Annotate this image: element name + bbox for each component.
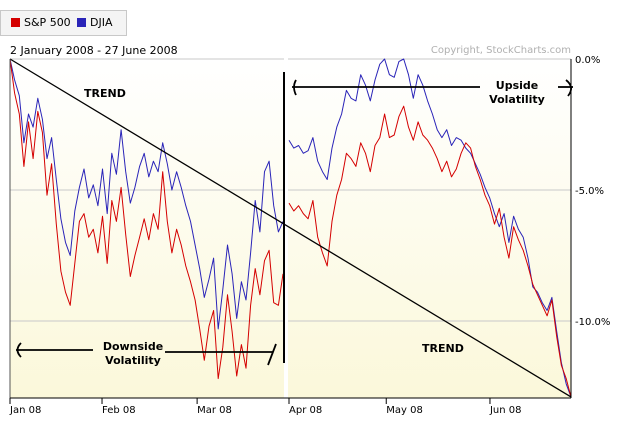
date-range-label: 2 January 2008 - 27 June 2008	[10, 44, 178, 57]
downside-bracket-left	[16, 342, 22, 358]
series-layer	[9, 58, 572, 398]
axis-layer: 0.0% -5.0% -10.0% Jan 08 Feb 08 Mar 08 Apr 08 M…	[9, 55, 610, 416]
downside-label-line2: Volatility	[105, 354, 161, 367]
x-tick-label: May 08	[386, 405, 423, 416]
downside-bracket-right	[267, 343, 277, 366]
legend-item-djia[interactable]: DJIA	[77, 16, 112, 29]
y-tick-label: -5.0%	[575, 186, 604, 197]
y-tick-label: -10.0%	[575, 317, 610, 328]
x-tick-label: Jan 08	[9, 405, 41, 416]
sp500-swatch-icon	[11, 18, 20, 27]
x-tick-label: Mar 08	[197, 405, 232, 416]
copyright-label: Copyright, StockCharts.com	[430, 45, 571, 56]
upside-bracket-left	[293, 79, 297, 96]
x-tick-label: Apr 08	[289, 405, 322, 416]
djia-line	[9, 58, 284, 330]
sp500-line	[288, 105, 572, 398]
grid-lines	[10, 56, 571, 419]
djia-line	[288, 58, 572, 398]
quarter-gap	[284, 56, 288, 419]
legend-label-djia: DJIA	[90, 16, 113, 29]
sp500-line	[9, 58, 284, 380]
chart-legend: S&P 500 DJIA	[0, 10, 127, 36]
djia-swatch-icon	[77, 18, 86, 27]
x-tick-label: Feb 08	[102, 405, 136, 416]
x-tick-label: Jun 08	[489, 405, 522, 416]
legend-item-sp500[interactable]: S&P 500	[11, 16, 71, 29]
trend-label-lower: TREND	[422, 342, 464, 355]
upside-label-line2: Volatility	[489, 93, 545, 106]
trend-label-upper: TREND	[84, 87, 126, 100]
downside-label-line1: Downside	[103, 340, 163, 353]
y-tick-label: 0.0%	[575, 55, 600, 66]
legend-label-sp500: S&P 500	[24, 16, 71, 29]
upside-label-line1: Upside	[496, 79, 538, 92]
trend-line	[9, 58, 572, 398]
